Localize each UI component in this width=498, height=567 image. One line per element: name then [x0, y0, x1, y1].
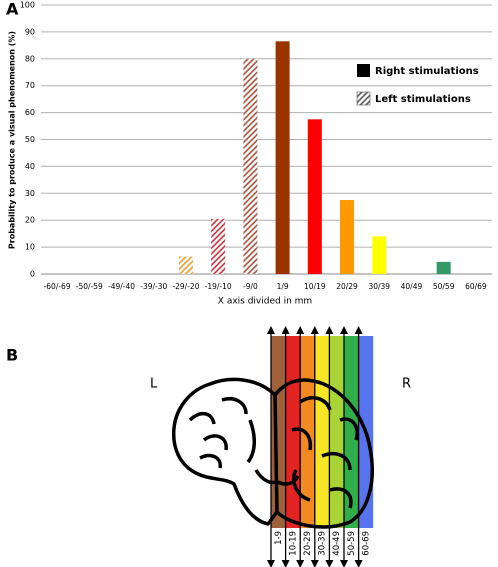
y-tick-label: 40 — [25, 162, 35, 171]
strip-label: 30-39 — [318, 531, 328, 556]
y-tick-label: 10 — [25, 243, 35, 252]
x-tick-label: 40/49 — [401, 282, 423, 291]
strip — [314, 336, 330, 528]
y-tick-label: 0 — [30, 270, 35, 279]
x-tick-label: 20/29 — [336, 282, 358, 291]
legend-label: Right stimulations — [375, 66, 479, 77]
x-tick-label: -9/0 — [243, 282, 258, 291]
y-tick-label: 60 — [25, 108, 35, 117]
y-tick-label: 80 — [25, 54, 35, 63]
x-axis-label: X axis divided in mm — [218, 297, 312, 307]
strip — [285, 336, 301, 528]
bar — [178, 256, 193, 274]
bar — [275, 41, 290, 274]
y-tick-label: 100 — [20, 1, 35, 10]
strips: 1-9 10-19 20-29 30-39 40-49 50-59 60-69 — [271, 336, 374, 564]
bar — [436, 261, 451, 274]
strip-label: 60-69 — [361, 531, 371, 556]
legend-label: Left stimulations — [375, 94, 471, 105]
y-tick-label: 50 — [25, 135, 35, 144]
x-tick-label: -19/-10 — [205, 282, 232, 291]
x-tick-label: 50/59 — [433, 282, 455, 291]
y-tick-label: 20 — [25, 216, 35, 225]
bar — [211, 218, 226, 274]
x-tick-label: -29/-20 — [172, 282, 199, 291]
strip — [329, 336, 344, 528]
strip-label: 1-9 — [274, 531, 284, 545]
y-axis-label: Probability to produce a visual phenomen… — [8, 31, 17, 249]
legend-swatch — [356, 91, 371, 106]
strip-label: 50-59 — [347, 531, 357, 556]
bar — [372, 236, 387, 274]
y-tick-label: 30 — [25, 189, 35, 198]
panel-label: B — [6, 346, 18, 365]
bar — [340, 200, 355, 274]
x-tick-label: -50/-59 — [76, 282, 103, 291]
arrows — [267, 326, 363, 567]
side-label: R — [402, 377, 411, 392]
panel-label: A — [6, 0, 19, 19]
bar — [243, 58, 258, 274]
strip-label: 40-49 — [332, 531, 342, 556]
strip-label: 10-19 — [288, 531, 298, 556]
legend-swatch — [357, 64, 370, 77]
x-tick-label: 1/9 — [277, 282, 289, 291]
x-tick-label: -39/-30 — [140, 282, 167, 291]
y-tick-label: 70 — [25, 81, 35, 90]
y-tick-label: 90 — [25, 27, 35, 36]
x-tick-label: 60/69 — [465, 282, 487, 291]
x-tick-label: 10/19 — [304, 282, 326, 291]
bar — [307, 119, 322, 274]
x-tick-label: 30/39 — [368, 282, 390, 291]
x-tick-label: -60/-69 — [44, 282, 71, 291]
side-label: L — [150, 377, 158, 392]
strip-label: 20-29 — [303, 531, 313, 556]
x-tick-label: -49/-40 — [108, 282, 135, 291]
